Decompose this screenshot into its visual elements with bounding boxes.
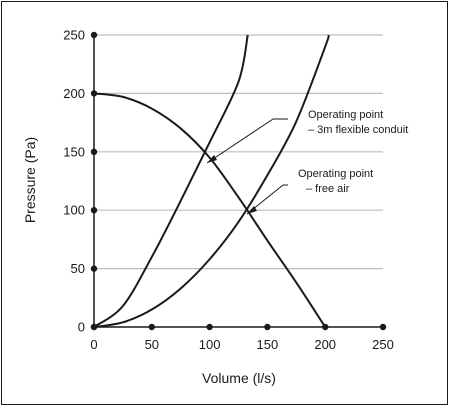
x-tick-dot-250 [379, 323, 387, 331]
annotation-leader-conduit [206, 118, 274, 164]
y-tick-label-250: 250 [63, 28, 85, 43]
x-tick-label-250: 250 [372, 337, 394, 352]
x-tick-dot-100 [206, 323, 213, 331]
x-tick-label-100: 100 [199, 337, 221, 352]
x-tick-dot-200 [322, 323, 329, 331]
curve-series-2 [93, 34, 249, 328]
x-tick-label-200: 200 [314, 337, 336, 352]
y-tick-dot-100 [90, 207, 98, 214]
curve-series-3 [93, 34, 330, 328]
curve-series-1 [93, 92, 327, 328]
y-tick-label-50: 50 [71, 261, 85, 276]
annotation-arrowhead-conduit [207, 155, 217, 163]
y-tick-dot-250 [90, 31, 98, 39]
y-tick-label-0: 0 [78, 320, 85, 335]
x-tick-label-0: 0 [90, 337, 97, 352]
x-tick-dot-150 [264, 323, 271, 331]
x-tick-label-50: 50 [145, 337, 159, 352]
x-axis-label: Volume (l/s) [202, 370, 276, 386]
x-tick-dot-50 [148, 323, 155, 331]
y-tick-label-150: 150 [63, 144, 85, 159]
annotation-free-air-line1: Operating point [298, 168, 373, 180]
y-axis-label: Pressure (Pa) [22, 137, 38, 223]
annotation-free-air-line2: – free air [306, 183, 350, 195]
x-tick-label-150: 150 [257, 337, 279, 352]
annotation-conduit-line1: Operating point [308, 109, 383, 121]
y-tick-dot-50 [90, 265, 98, 272]
y-tick-label-100: 100 [63, 203, 85, 218]
y-tick-label-200: 200 [63, 86, 85, 101]
x-tick-dot-0 [90, 323, 98, 331]
y-tick-dot-150 [90, 148, 98, 155]
y-tick-dot-200 [90, 90, 98, 97]
annotation-conduit-line2: – 3m flexible conduit [308, 124, 408, 136]
annotation-arrowhead-free-air [247, 206, 257, 214]
